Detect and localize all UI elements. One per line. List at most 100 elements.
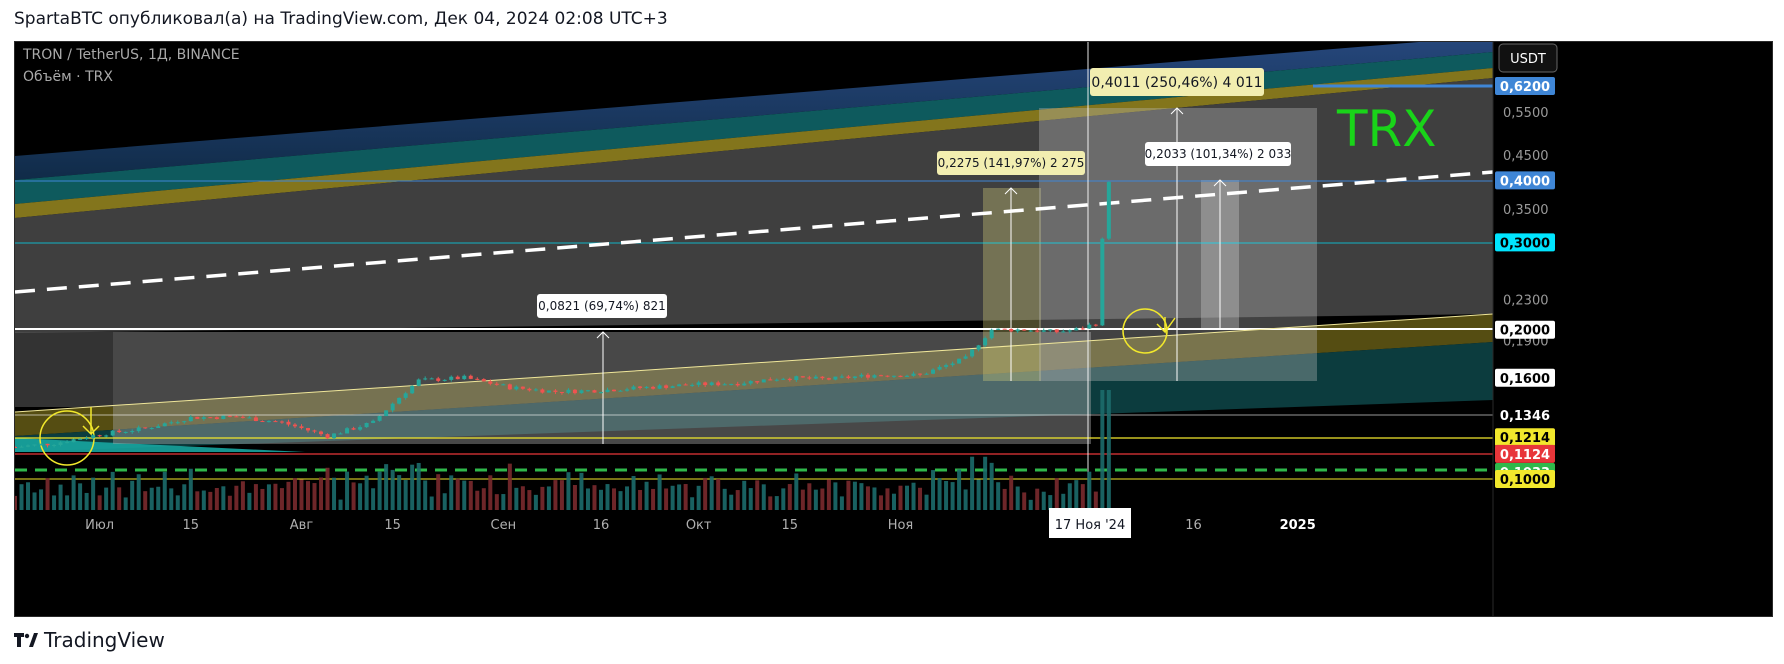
volume-bar [963, 489, 968, 510]
candle-body [1100, 238, 1105, 326]
time-cursor-text: 17 Ноя '24 [1055, 518, 1125, 533]
price-badge-label: 0,4000 [1500, 174, 1550, 189]
volume-bar [722, 488, 727, 510]
candle-body [423, 378, 428, 380]
volume-bar [429, 496, 434, 510]
volume-bar [58, 484, 63, 510]
volume-bar [149, 487, 154, 510]
candle-body [625, 389, 630, 391]
candle-body [800, 376, 805, 378]
candle-body [364, 422, 369, 428]
candle-body [976, 345, 981, 350]
time-axis[interactable] [15, 510, 1493, 542]
time-tick-label: Авг [290, 518, 314, 533]
candle-body [84, 438, 89, 440]
candle-body [664, 385, 669, 388]
volume-bar [898, 485, 903, 510]
candle-body [748, 381, 753, 384]
candle-body [735, 383, 740, 386]
volume-bar [572, 485, 577, 510]
volume-bar [195, 491, 200, 510]
volume-bar [612, 488, 617, 510]
candle-body [1061, 331, 1066, 333]
candle-body [1002, 328, 1007, 330]
volume-bar [865, 486, 870, 510]
time-tick-label: 16 [593, 518, 610, 533]
tradingview-brand: TradingView [44, 628, 165, 652]
lower-yellow-channel [15, 314, 1493, 436]
volume-bar [1106, 390, 1111, 510]
volume-bar [709, 476, 714, 510]
candle-body [898, 375, 903, 377]
volume-bar [221, 486, 226, 510]
tradingview-logo-icon [14, 633, 38, 647]
candle-body [52, 444, 57, 446]
candle-body [891, 375, 896, 377]
dashed-trendline [15, 170, 1494, 294]
price-badge: 0,2000 [1495, 320, 1555, 339]
candle-body [963, 356, 968, 359]
candle-body [546, 390, 551, 393]
volume-legend[interactable]: Объём · TRX [23, 69, 113, 85]
price-badge: 0,6200 [1495, 77, 1555, 95]
candle-body [807, 377, 812, 379]
candle-body [527, 388, 532, 391]
volume-bar [540, 486, 545, 510]
volume-bar [1067, 483, 1072, 510]
volume-bar [670, 485, 675, 510]
annotation-label-2[interactable]: 0,2275 (141,97%) 2 275 [937, 151, 1085, 175]
volume-bar [944, 480, 949, 510]
candle-body [709, 382, 714, 386]
annotation-label-3[interactable]: 0,4011 (250,46%) 4 011 [1090, 68, 1264, 96]
candle-body [1106, 181, 1111, 239]
candle-body [26, 445, 31, 447]
volume-bar [26, 482, 31, 510]
candle-body [794, 376, 799, 380]
volume-bar [325, 467, 330, 510]
candle-body [384, 410, 389, 417]
volume-bar [820, 488, 825, 510]
volume-bar [45, 478, 50, 510]
volume-bar [494, 494, 499, 510]
volume-bar [104, 487, 109, 510]
candle-body [1022, 329, 1027, 331]
candle-body [1028, 330, 1033, 332]
candle-body [292, 424, 297, 427]
candle-body [507, 384, 512, 390]
symbol-legend[interactable]: TRON / TetherUS, 1Д, BINANCE [22, 47, 240, 63]
time-ticks: Июл15Авг15Сен16Окт15НояДек162025 [85, 518, 1316, 533]
volume-bar [1028, 499, 1033, 510]
annotation-label-1[interactable]: 0,0821 (69,74%) 821 [537, 294, 667, 318]
annotation-label-4[interactable]: 0,2033 (101,34%) 2 033 [1145, 142, 1292, 166]
volume-bar [208, 491, 213, 510]
candle-body [130, 431, 135, 433]
volume-bar [15, 495, 17, 510]
candle-body [1048, 329, 1053, 331]
candle-body [195, 416, 200, 419]
tradingview-footer[interactable]: TradingView [14, 628, 165, 652]
chart-canvas[interactable]: 0,0821 (69,74%) 821 0,2275 (141,97%) 2 2… [15, 42, 1772, 616]
volume-bar [592, 485, 597, 510]
price-badge-label: 0,6200 [1500, 80, 1550, 95]
candle-body [618, 390, 623, 392]
candle-body [123, 431, 128, 433]
chart-area[interactable]: 0,0821 (69,74%) 821 0,2275 (141,97%) 2 2… [14, 41, 1773, 617]
volume-bar [690, 497, 695, 510]
volume-bar [768, 496, 773, 510]
currency-button[interactable]: USDT [1498, 43, 1558, 73]
volume-bar [1022, 492, 1027, 510]
volume-bar [605, 484, 610, 510]
volume-bar [273, 483, 278, 510]
candle-body [872, 375, 877, 378]
volume-bar [546, 486, 551, 510]
volume-bar [364, 475, 369, 510]
volume-bar [1009, 475, 1014, 510]
volume-bar [449, 475, 454, 510]
candle-body [514, 386, 519, 390]
volume-bar [156, 486, 161, 510]
volume-bar [696, 485, 701, 510]
price-badge-label: 0,1600 [1500, 372, 1550, 387]
volume-bar [253, 484, 258, 510]
candle-body [755, 381, 760, 383]
volume-bar [807, 483, 812, 510]
